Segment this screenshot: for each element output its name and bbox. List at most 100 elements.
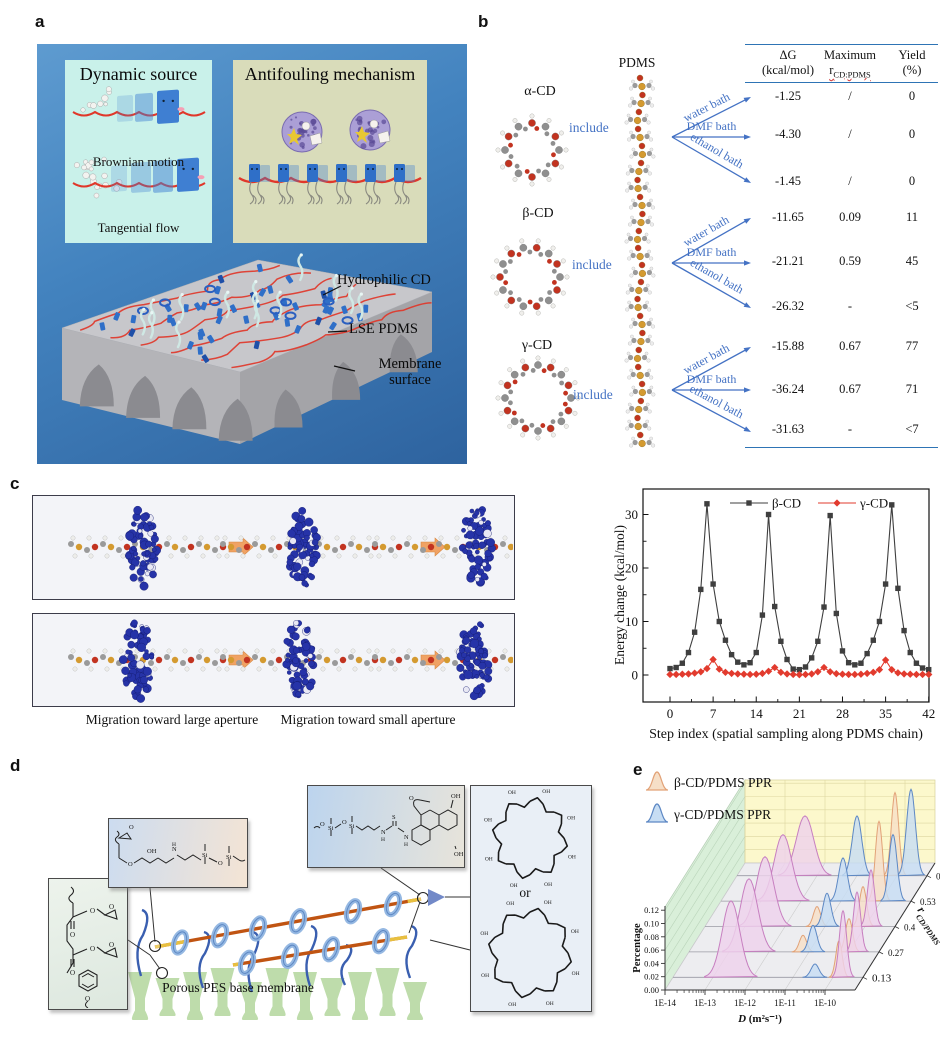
svg-text:OH: OH — [544, 882, 552, 888]
table-cell-r: 0.67 — [839, 339, 861, 353]
linker-structure-box: O O OH N H Si O Si — [108, 818, 248, 888]
panel-e-label: e — [633, 760, 643, 779]
svg-text:0.04: 0.04 — [644, 958, 660, 968]
bath-label: DMF bath — [687, 372, 737, 386]
svg-text:Si: Si — [226, 854, 232, 861]
energy-change-chart: 0 10 20 30 0 7 14 21 28 35 42 Step index (spatial s… — [612, 488, 935, 742]
migration-box-bottom — [32, 613, 515, 707]
svg-text:O: O — [128, 861, 133, 868]
table-cell-dg: -36.24 — [771, 382, 805, 396]
r-tick-label: 0.27 — [888, 948, 904, 958]
svg-text:Si: Si — [202, 852, 208, 859]
svg-text:1E-10: 1E-10 — [814, 998, 836, 1008]
table-rule-bottom — [745, 447, 938, 449]
table-cell-r: - — [847, 299, 853, 313]
e-chart-zlabel: rCD/PDMS — [912, 904, 940, 947]
migration-snapshots-bottom — [68, 619, 513, 703]
table-cell-yield: <5 — [905, 299, 919, 313]
panel-a-label: a — [35, 12, 45, 31]
dynamic-source-title: Dynamic source — [79, 64, 198, 84]
e-legend-item: γ-CD/PDMS PPR — [673, 807, 771, 822]
svg-text:10: 10 — [625, 614, 638, 629]
svg-text:0.10: 0.10 — [644, 919, 659, 929]
beta-cd-label: β-CD — [522, 206, 554, 221]
svg-text:OH: OH — [480, 931, 488, 937]
svg-text:OH: OH — [544, 900, 552, 906]
diffusion-waterfall-chart: 0.67 0.53 0.4 0.27 0.13 0.00 0.02 0.04 0.06 0.08 0… — [632, 771, 940, 1025]
svg-text:20: 20 — [625, 561, 638, 576]
svg-text:OH: OH — [484, 818, 492, 824]
legend-beta-cd: β-CD — [772, 496, 801, 511]
e-chart-xlabel: D (m²s⁻¹) — [737, 1013, 782, 1025]
caption-small-aperture: Migration toward small aperture — [280, 712, 456, 727]
svg-text:1E-14: 1E-14 — [654, 998, 676, 1008]
bath-label: ethanol bath — [688, 130, 746, 172]
cyclodextrin-structure-box: OH OH OH OH OH OH OH OH OH OH OH OH OH OH OH OH — [470, 785, 592, 1012]
svg-text:1E-12: 1E-12 — [734, 998, 756, 1008]
gamma-cd-label: γ-CD — [521, 338, 553, 353]
table-cell-dg: -31.63 — [771, 422, 805, 436]
svg-text:1E-11: 1E-11 — [774, 998, 796, 1008]
svg-text:0.12: 0.12 — [644, 905, 659, 915]
svg-text:OH: OH — [485, 856, 493, 862]
svg-text:Si: Si — [328, 825, 334, 832]
pdms-label: PDMS — [618, 55, 656, 70]
svg-text:OH: OH — [546, 1001, 554, 1007]
panel-b-label: b — [478, 12, 489, 31]
svg-text:O: O — [85, 995, 90, 1003]
fluorescein-structure-box: O Si O Si N H S N H O OH OH — [307, 785, 465, 868]
svg-text:OH: OH — [481, 973, 489, 979]
include-label-beta: include — [572, 257, 612, 272]
table-cell-dg: -11.65 — [772, 210, 804, 224]
brownian-motion-label: Brownian motion — [92, 154, 185, 169]
table-cell-yield: 77 — [905, 339, 919, 353]
svg-text:O: O — [409, 795, 414, 802]
svg-text:O: O — [109, 941, 114, 949]
panel-b-inclusion: water bath DMF bath ethanol bath water bath… — [470, 0, 940, 470]
antifouling-illustration — [238, 109, 422, 205]
svg-text:O: O — [90, 945, 95, 953]
table-cell-yield: 71 — [905, 382, 919, 396]
r-tick-label: 0.53 — [920, 897, 936, 907]
table-cell-dg: -1.45 — [774, 174, 802, 188]
svg-text:O: O — [129, 824, 134, 831]
svg-text:H: H — [404, 842, 408, 848]
r-tick-label: 0.13 — [872, 972, 892, 984]
membrane-grafting-scheme — [127, 867, 471, 1020]
membrane-surface-annotation: Membrane surface — [378, 356, 442, 388]
lse-pdms-annotation: LSE PDMS — [349, 321, 418, 337]
antifouling-mechanism-box: Antifouling mechanism — [233, 60, 427, 243]
migration-box-top — [32, 495, 515, 600]
svg-text:0.00: 0.00 — [644, 985, 659, 995]
svg-text:0: 0 — [667, 706, 674, 721]
svg-text:S: S — [392, 814, 396, 821]
hydrophilic-cd-annotation: Hydrophilic CD — [337, 272, 431, 288]
svg-text:35: 35 — [879, 706, 892, 721]
include-label-gamma: include — [573, 387, 613, 402]
panel-d-label: d — [10, 756, 21, 775]
antifouling-title: Antifouling mechanism — [244, 64, 416, 84]
svg-text:OH: OH — [454, 851, 463, 858]
r-tick-label: 0.67 — [936, 872, 940, 882]
table-cell-dg: -4.30 — [774, 127, 802, 141]
svg-text:O: O — [342, 819, 347, 826]
svg-text:H: H — [381, 837, 385, 843]
c-chart-ylabel: Energy change (kcal/mol) — [612, 525, 627, 665]
svg-text:OH: OH — [451, 793, 461, 800]
table-cell-dg: -1.25 — [774, 89, 802, 103]
c-chart-xlabel: Step index (spatial sampling along PDMS … — [649, 727, 923, 742]
pes-epoxide-structure-box: O O O O O O O — [48, 878, 128, 1010]
bath-label: ethanol bath — [688, 255, 746, 296]
svg-text:OH: OH — [147, 848, 157, 855]
table-rule-header — [745, 82, 938, 84]
table-cell-yield: 11 — [905, 210, 919, 224]
svg-text:7: 7 — [710, 706, 717, 721]
svg-text:0.08: 0.08 — [644, 932, 659, 942]
svg-text:14: 14 — [750, 706, 764, 721]
svg-text:1E-13: 1E-13 — [694, 998, 716, 1008]
svg-text:O: O — [109, 903, 114, 911]
migration-snapshots-top — [68, 505, 513, 591]
svg-text:OH: OH — [508, 790, 516, 796]
svg-text:N: N — [404, 834, 409, 841]
e-chart-ylabel: Percentage — [632, 923, 643, 973]
